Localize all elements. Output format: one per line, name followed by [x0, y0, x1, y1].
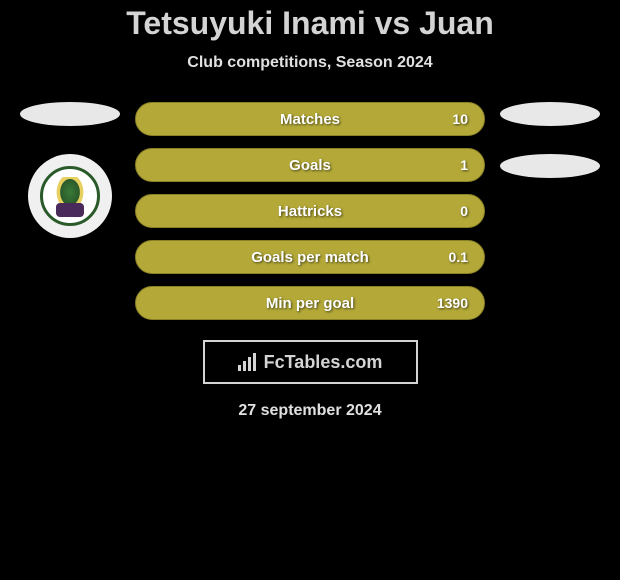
chart-bars-icon	[238, 353, 256, 371]
stat-value: 1390	[437, 295, 468, 311]
right-player-ellipse-1	[500, 102, 600, 126]
infographic-container: Tetsuyuki Inami vs Juan Club competition…	[0, 0, 620, 420]
stat-value: 1	[460, 157, 468, 173]
stat-label: Goals per match	[251, 249, 369, 266]
stat-bar-goals: Goals 1	[135, 148, 485, 182]
right-player-ellipse-2	[500, 154, 600, 178]
stats-area: Matches 10 Goals 1 Hattricks 0 Goals per…	[0, 102, 620, 320]
club-badge-inner	[40, 166, 100, 226]
stat-label: Min per goal	[266, 295, 354, 312]
stat-label: Hattricks	[278, 203, 342, 220]
left-club-badge	[28, 154, 112, 238]
left-player-col	[15, 102, 125, 238]
stat-label: Goals	[289, 157, 331, 174]
attribution-text: FcTables.com	[264, 352, 383, 373]
page-title: Tetsuyuki Inami vs Juan	[0, 5, 620, 42]
stat-bar-matches: Matches 10	[135, 102, 485, 136]
stat-label: Matches	[280, 111, 340, 128]
stat-bar-hattricks: Hattricks 0	[135, 194, 485, 228]
footer-date: 27 september 2024	[0, 402, 620, 420]
stats-bars: Matches 10 Goals 1 Hattricks 0 Goals per…	[135, 102, 485, 320]
stat-bar-mpg: Min per goal 1390	[135, 286, 485, 320]
page-subtitle: Club competitions, Season 2024	[0, 54, 620, 72]
left-player-ellipse	[20, 102, 120, 126]
stat-value: 0.1	[449, 249, 468, 265]
stat-value: 0	[460, 203, 468, 219]
stat-bar-gpm: Goals per match 0.1	[135, 240, 485, 274]
right-player-col	[495, 102, 605, 178]
attribution-box: FcTables.com	[203, 340, 418, 384]
stat-value: 10	[452, 111, 468, 127]
club-badge-emblem	[53, 177, 87, 215]
